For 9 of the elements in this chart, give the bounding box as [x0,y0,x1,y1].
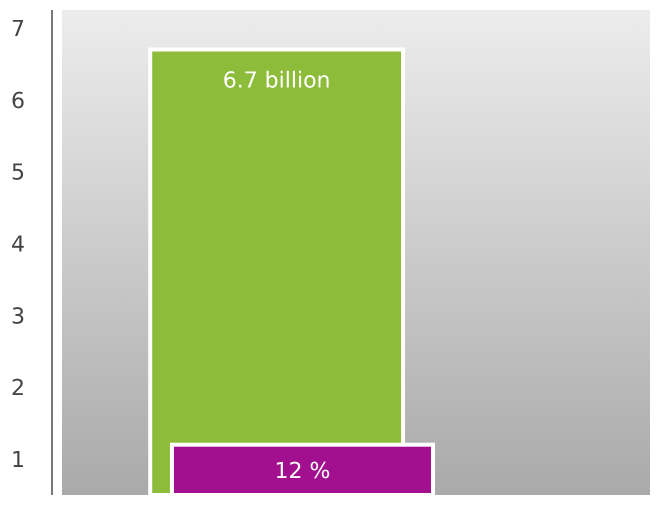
data-label: 6.7 billion [222,68,331,94]
y-tick-label: 6 [11,88,25,114]
y-tick-label: 2 [11,376,25,402]
y-tick-label: 4 [11,232,25,258]
y-tick-label: 1 [11,448,25,474]
y-tick-label: 3 [11,304,25,330]
y-tick-label: 5 [11,160,25,186]
y-tick-label: 7 [11,16,25,42]
annotation: 12 % [274,458,330,484]
